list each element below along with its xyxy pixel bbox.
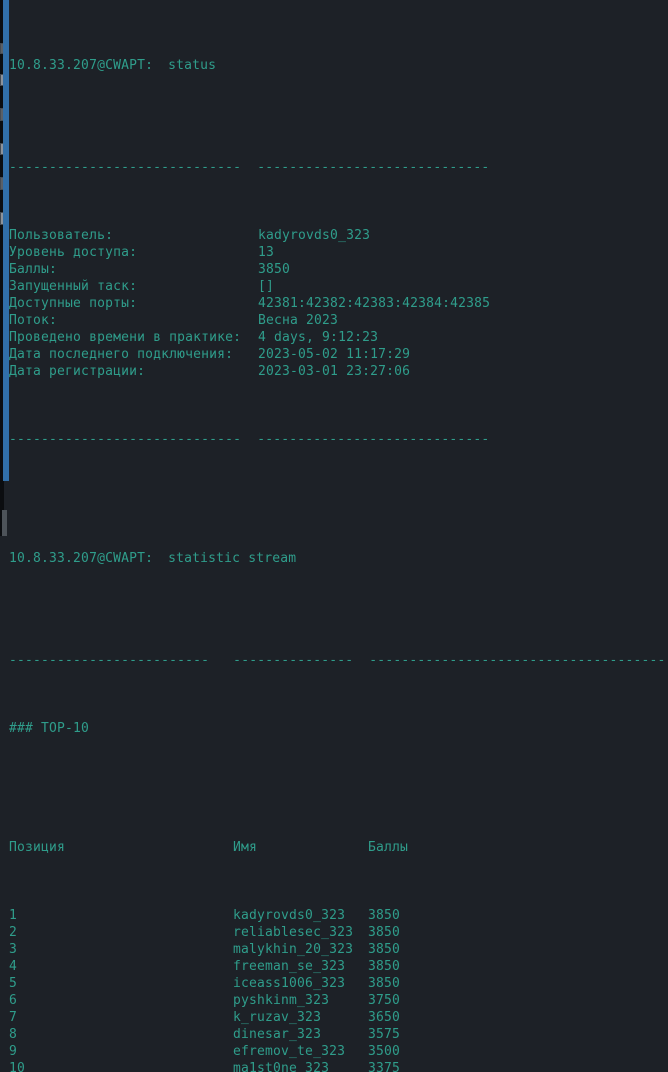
header-name: Имя — [233, 840, 258, 855]
status-field-row: Уровень доступа: 13 — [9, 244, 668, 261]
row-position: 7 — [9, 1010, 18, 1025]
status-field-row: Дата последнего подключения: 2023-05-02 1… — [9, 346, 668, 363]
row-position: 8 — [9, 1027, 18, 1042]
blank-line — [9, 482, 668, 499]
status-fields: Пользователь: kadyrovds0_323 Уровень досту… — [9, 227, 668, 380]
field-value: 3850 — [258, 262, 291, 277]
field-value: 4 days, 9:12:23 — [258, 330, 379, 345]
row-name: reliablesec_323 — [233, 925, 354, 940]
blank-line — [9, 108, 668, 125]
command-text: statistic stream — [168, 551, 297, 566]
status-field-row: Дата регистрации: 2023-03-01 23:27:06 — [9, 363, 668, 380]
field-value: kadyrovds0_323 — [258, 228, 371, 243]
status-field-row: Проведено времени в практике: 4 days, 9:1… — [9, 329, 668, 346]
command-line-status: 10.8.33.207@CWAPT: status — [9, 57, 668, 74]
status-field-row: Доступные порты: 42381:42382:42383:42384:… — [9, 295, 668, 312]
field-value: 42381:42382:42383:42384:42385 — [258, 296, 491, 311]
header-score: Баллы — [368, 840, 409, 855]
row-score: 3850 — [368, 976, 401, 991]
row-name: dinesar_323 — [233, 1027, 322, 1042]
leaderboard-rows: 1 kadyrovds0_323 3850 2 reliablesec_323 3850 3… — [9, 907, 668, 1072]
row-name: k_ruzav_323 — [233, 1010, 322, 1025]
field-label: Доступные порты: — [9, 296, 138, 311]
top10-heading: ### TOP-10 — [9, 721, 90, 736]
row-score: 3650 — [368, 1010, 401, 1025]
row-score: 3850 — [368, 908, 401, 923]
row-name: kadyrovds0_323 — [233, 908, 346, 923]
leaderboard-header-row: Позиция Имя Баллы — [9, 839, 668, 856]
field-value: [] — [258, 279, 275, 294]
command-line-statistic: 10.8.33.207@CWAPT: statistic stream — [9, 550, 668, 567]
field-label: Дата последнего подключения: — [9, 347, 234, 362]
field-value: 13 — [258, 245, 275, 260]
field-label: Проведено времени в практике: — [9, 330, 242, 345]
leaderboard-row: 5 iceass1006_323 3850 — [9, 975, 668, 992]
row-position: 3 — [9, 942, 18, 957]
row-position: 1 — [9, 908, 18, 923]
row-score: 3850 — [368, 925, 401, 940]
field-label: Уровень доступа: — [9, 245, 138, 260]
row-score: 3850 — [368, 959, 401, 974]
field-value: 2023-05-02 11:17:29 — [258, 347, 411, 362]
scrollbar-thumb[interactable] — [3, 0, 9, 481]
leaderboard-row: 8 dinesar_323 3575 — [9, 1026, 668, 1043]
status-field-row: Запущенный таск: [] — [9, 278, 668, 295]
prompt: 10.8.33.207@CWAPT: — [9, 551, 154, 566]
field-label: Поток: — [9, 313, 58, 328]
blank-line — [9, 601, 668, 618]
field-label: Запущенный таск: — [9, 279, 138, 294]
blank-line — [9, 771, 668, 788]
row-name: pyshkinm_323 — [233, 993, 330, 1008]
row-name: freeman_se_323 — [233, 959, 346, 974]
leaderboard-row: 1 kadyrovds0_323 3850 — [9, 907, 668, 924]
status-field-row: Баллы: 3850 — [9, 261, 668, 278]
leaderboard-row: 3 malykhin_20_323 3850 — [9, 941, 668, 958]
row-position: 5 — [9, 976, 18, 991]
leaderboard-row: 4 freeman_se_323 3850 — [9, 958, 668, 975]
row-name: malykhin_20_323 — [233, 942, 354, 957]
header-position: Позиция — [9, 840, 66, 855]
field-label: Дата регистрации: — [9, 364, 146, 379]
row-score: 3850 — [368, 942, 401, 957]
status-field-row: Поток: Весна 2023 — [9, 312, 668, 329]
field-label: Баллы: — [9, 262, 58, 277]
row-score: 3575 — [368, 1027, 401, 1042]
command-text: status — [168, 58, 217, 73]
row-score: 3750 — [368, 993, 401, 1008]
background-window-fragment — [2, 510, 7, 536]
leaderboard-row: 2 reliablesec_323 3850 — [9, 924, 668, 941]
row-position: 9 — [9, 1044, 18, 1059]
row-position: 4 — [9, 959, 18, 974]
separator-line: ----------------------------- ----------… — [9, 160, 490, 175]
row-position: 6 — [9, 993, 18, 1008]
field-value: Весна 2023 — [258, 313, 339, 328]
row-position: 2 — [9, 925, 18, 940]
separator-line: ------------------------- --------------… — [9, 653, 666, 668]
prompt: 10.8.33.207@CWAPT: — [9, 58, 154, 73]
separator-line: ----------------------------- ----------… — [9, 432, 490, 447]
field-label: Пользователь: — [9, 228, 114, 243]
row-name: efremov_te_323 — [233, 1044, 346, 1059]
leaderboard-row: 10 ma1st0ne_323 3375 — [9, 1060, 668, 1072]
leaderboard-row: 6 pyshkinm_323 3750 — [9, 992, 668, 1009]
row-score: 3500 — [368, 1044, 401, 1059]
status-field-row: Пользователь: kadyrovds0_323 — [9, 227, 668, 244]
field-value: 2023-03-01 23:27:06 — [258, 364, 411, 379]
row-position: 10 — [9, 1061, 26, 1072]
row-name: ma1st0ne_323 — [233, 1061, 330, 1072]
row-score: 3375 — [368, 1061, 401, 1072]
row-name: iceass1006_323 — [233, 976, 346, 991]
leaderboard-row: 9 efremov_te_323 3500 — [9, 1043, 668, 1060]
leaderboard-row: 7 k_ruzav_323 3650 — [9, 1009, 668, 1026]
